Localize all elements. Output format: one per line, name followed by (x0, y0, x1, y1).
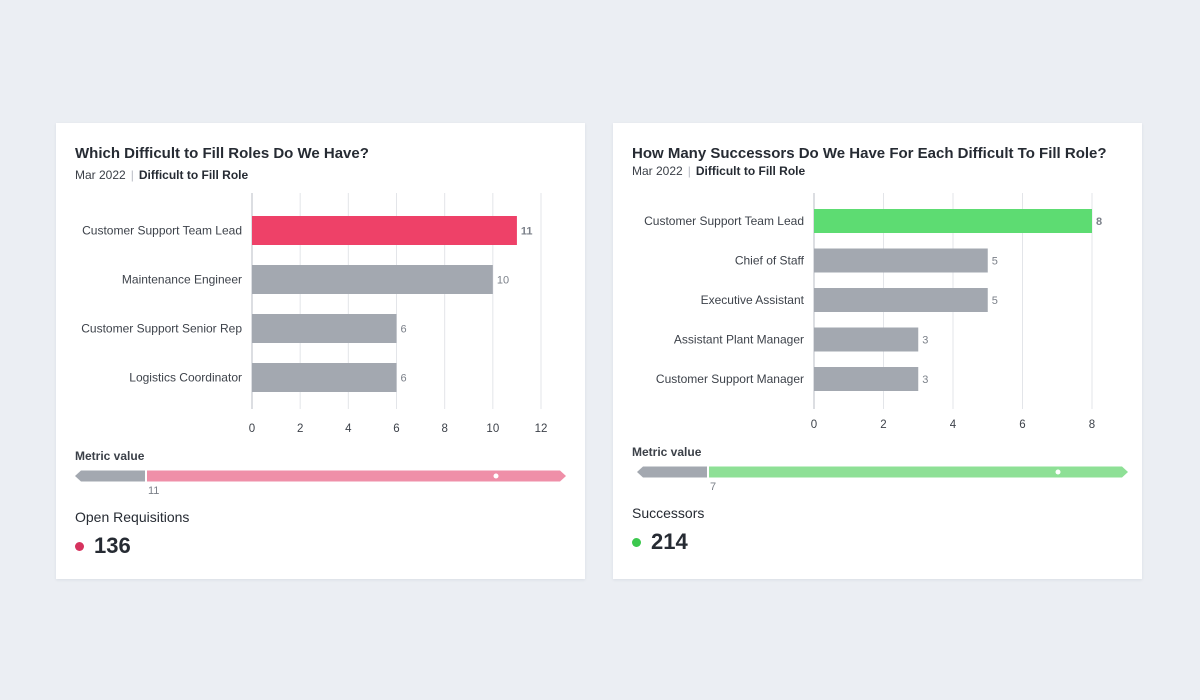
chart-card-successors: How Many Successors Do We Have For Each … (613, 123, 1142, 579)
data-label: 3 (922, 374, 928, 386)
data-label: 5 (992, 295, 998, 307)
metric-title: Metric value (75, 449, 145, 463)
chart-card-open-requisitions: Which Difficult to Fill Roles Do We Have… (56, 123, 585, 579)
scale-marker-label: 11 (148, 485, 159, 497)
category-label: Customer Support Manager (656, 372, 804, 386)
x-tick-label: 0 (249, 423, 255, 435)
category-label: Logistics Coordinator (129, 371, 242, 385)
bar (814, 367, 919, 391)
separator: | (687, 164, 691, 178)
metric-value: 214 (632, 531, 688, 553)
category-label: Customer Support Team Lead (644, 214, 804, 228)
subject-label: Difficult to Fill Role (695, 164, 806, 178)
x-tick-label: 12 (535, 423, 548, 435)
data-label: 3 (922, 335, 928, 347)
bar (252, 314, 397, 343)
subject-label: Difficult to Fill Role (138, 168, 249, 182)
metric-value: 136 (75, 535, 131, 557)
category-label: Chief of Staff (735, 254, 805, 268)
scale-baseline-segment (75, 470, 145, 482)
x-tick-label: 8 (441, 423, 447, 435)
category-label: Maintenance Engineer (122, 273, 242, 287)
x-tick-label: 4 (345, 423, 352, 435)
scale-marker-dot (493, 473, 499, 479)
bar (814, 327, 919, 352)
x-tick-label: 4 (950, 419, 957, 431)
card-subtitle: Mar 2022 | Difficult to Fill Role (75, 168, 248, 182)
x-tick-label: 0 (811, 419, 817, 431)
data-label: 6 (401, 373, 407, 385)
scale-value-segment (709, 466, 1128, 478)
bar-chart: 0 2 4 6 8 10 12 Customer Support Team Lead 11 Mai… (75, 193, 566, 497)
metric-number: 214 (651, 529, 688, 554)
card-title: How Many Successors Do We Have For Each … (632, 145, 1107, 162)
x-tick-label: 2 (880, 419, 886, 431)
scale-marker-label: 7 (710, 481, 716, 493)
card-title: Which Difficult to Fill Roles Do We Have… (75, 145, 369, 162)
metric-name: Successors (632, 505, 705, 521)
separator: | (130, 168, 134, 182)
metric-name: Open Requisitions (75, 509, 190, 525)
data-label: 5 (992, 256, 998, 268)
data-label: 8 (1096, 216, 1102, 228)
category-label: Customer Support Senior Rep (81, 322, 242, 336)
status-dot-icon (75, 541, 84, 551)
date-label: Mar 2022 (75, 168, 126, 182)
bar (814, 209, 1092, 233)
x-tick-label: 10 (486, 423, 499, 435)
category-label: Executive Assistant (701, 293, 805, 307)
data-label: 11 (521, 226, 533, 238)
status-dot-icon (632, 537, 641, 547)
data-label: 6 (401, 324, 407, 336)
scale-value-segment (147, 470, 566, 482)
bar (814, 288, 988, 312)
bar (814, 248, 988, 273)
card-subtitle: Mar 2022 | Difficult to Fill Role (632, 164, 805, 178)
data-label: 10 (497, 275, 509, 287)
x-tick-label: 8 (1089, 419, 1095, 431)
x-tick-label: 6 (1019, 419, 1025, 431)
category-label: Assistant Plant Manager (674, 333, 804, 347)
bar (252, 265, 493, 294)
scale-marker-dot (1055, 469, 1061, 475)
metric-number: 136 (94, 533, 131, 558)
x-tick-label: 6 (393, 423, 399, 435)
category-label: Customer Support Team Lead (82, 224, 242, 238)
x-tick-label: 2 (297, 423, 303, 435)
date-label: Mar 2022 (632, 164, 683, 178)
bar-chart: 0 2 4 6 8 Customer Support Team Lead 8 Chief of… (637, 193, 1128, 493)
scale-baseline-segment (637, 466, 707, 478)
metric-title: Metric value (632, 445, 702, 459)
bar (252, 216, 517, 245)
bar (252, 363, 397, 392)
